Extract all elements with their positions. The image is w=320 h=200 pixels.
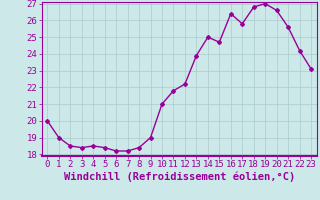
X-axis label: Windchill (Refroidissement éolien,°C): Windchill (Refroidissement éolien,°C)	[64, 172, 295, 182]
